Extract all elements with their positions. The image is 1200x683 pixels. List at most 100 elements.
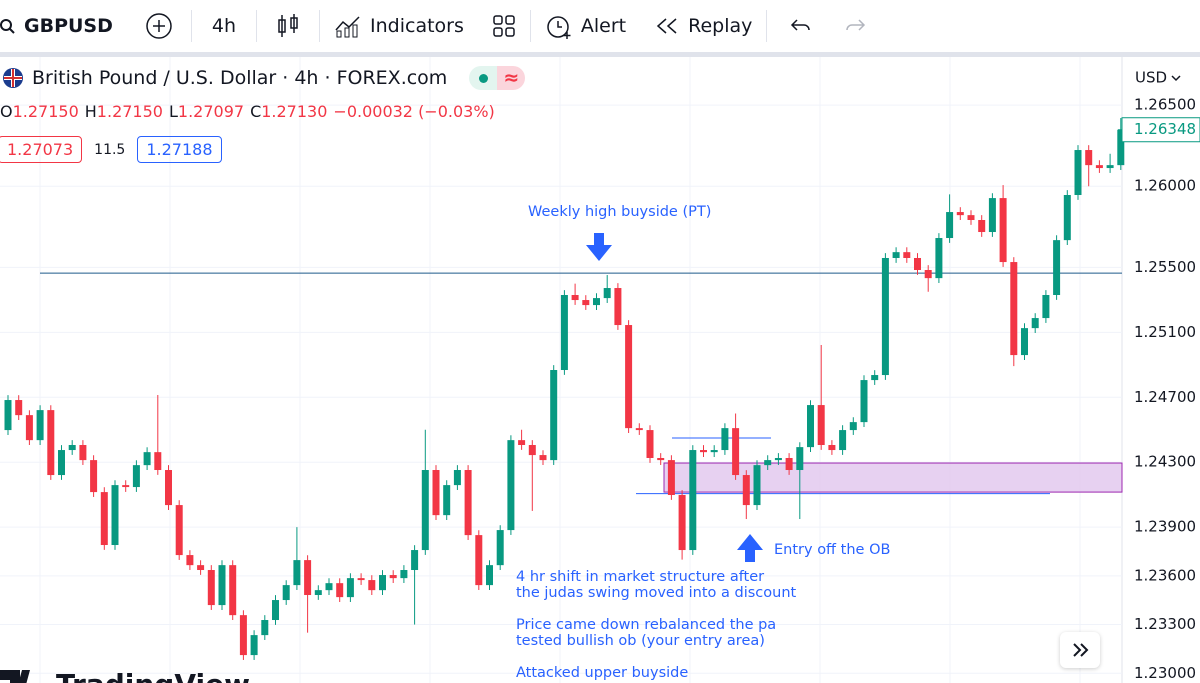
indicators-button[interactable]: Indicators <box>320 6 478 46</box>
alert-icon <box>547 16 571 39</box>
currency: USD <box>1135 69 1167 87</box>
brand: TradingView <box>56 668 250 683</box>
candle-body <box>967 215 975 221</box>
last-price-label: 1.26348 <box>1134 120 1196 138</box>
layouts-button[interactable] <box>478 6 530 46</box>
candle-body <box>914 257 921 271</box>
bid[interactable]: 1.27073 <box>0 136 83 163</box>
candle-body <box>304 560 312 596</box>
undo-button[interactable] <box>767 6 835 46</box>
plus-icon <box>146 13 172 39</box>
y-tick-label: 1.26000 <box>1134 177 1196 195</box>
annotation: Weekly high buyside (PT) <box>528 204 711 220</box>
candle-body <box>603 288 611 299</box>
candle-body <box>1042 295 1050 319</box>
candle-body <box>593 298 600 306</box>
candle-body <box>946 212 954 239</box>
candle-body <box>486 565 493 586</box>
candle-body <box>250 635 258 656</box>
candle-body <box>4 400 12 431</box>
redo-button[interactable] <box>835 6 875 46</box>
indicators-label: Indicators <box>370 15 464 37</box>
ohlc-values: O1.27150 H1.27150 L1.27097 C1.27130 −0.00032… <box>0 102 501 121</box>
y-tick-label: 1.23000 <box>1134 664 1196 682</box>
annotation: the judas swing moved into a discount <box>516 585 797 601</box>
candle-body <box>614 288 622 326</box>
y-tick-label: 1.24300 <box>1134 453 1196 471</box>
symbol: GBPUSD <box>24 15 113 37</box>
legend: British Pound / U.S. Dollar · 4h · FOREX… <box>0 66 526 90</box>
candle-body <box>464 470 472 536</box>
annotation: 4 hr shift in market structure after <box>516 569 764 585</box>
y-tick-label: 1.23600 <box>1134 566 1196 584</box>
candle-body <box>421 470 429 551</box>
candle-body <box>764 460 772 466</box>
annotation: Entry off the OB <box>774 542 890 558</box>
candle-body <box>122 485 130 488</box>
candle-body <box>111 485 119 546</box>
candle-body <box>871 375 879 381</box>
interval-button[interactable]: 4h <box>192 6 256 46</box>
ask[interactable]: 1.27188 <box>137 136 222 163</box>
candle-body <box>571 295 579 301</box>
y-tick-label: 1.25500 <box>1134 258 1196 276</box>
candle-body <box>978 220 986 233</box>
candle-body <box>154 452 162 471</box>
candle-body <box>165 470 172 506</box>
candle-body <box>218 565 226 606</box>
candle-body <box>582 300 590 306</box>
candle-body <box>1010 262 1018 356</box>
candle-body <box>560 295 568 371</box>
alert-button[interactable]: Alert <box>531 6 640 46</box>
candle-body <box>100 492 108 546</box>
candle-body <box>774 457 782 461</box>
candle-body <box>742 475 750 506</box>
candle-body <box>357 578 365 581</box>
candle-body <box>239 615 247 656</box>
annotation: Price came down rebalanced the pa <box>516 617 776 633</box>
ohlc-value: 1.27150 <box>96 102 163 121</box>
candle-body <box>860 380 868 423</box>
chevrons-icon <box>1073 643 1089 657</box>
candle-body <box>411 550 419 571</box>
compare-button[interactable] <box>127 6 191 46</box>
scroll-button[interactable] <box>1060 632 1100 668</box>
ohlc-key: C <box>250 102 262 121</box>
candle-body <box>817 405 825 446</box>
price-axis-bg <box>1122 57 1200 683</box>
candle-body <box>753 465 761 506</box>
candle-body <box>1031 318 1039 329</box>
candle-body <box>432 470 440 516</box>
ohlc-value: 1.27150 <box>12 102 79 121</box>
candle-body <box>90 460 98 493</box>
symbol-search[interactable]: GBPUSD <box>0 6 127 46</box>
chart-type-button[interactable] <box>257 6 319 46</box>
candle-body <box>68 445 76 451</box>
alert-label: Alert <box>580 15 627 37</box>
interval: 4h <box>211 15 237 37</box>
candle-body <box>667 460 675 496</box>
candle-body <box>1053 240 1061 296</box>
candle-body <box>828 445 836 451</box>
separator <box>256 10 258 42</box>
candle-body <box>903 252 911 258</box>
replay-button[interactable]: Replay <box>640 6 766 46</box>
status-pill: ≈ <box>469 66 526 90</box>
candle-body <box>550 370 558 461</box>
market-open-dot <box>469 66 498 90</box>
candle-body <box>389 575 397 579</box>
replay-label: Replay <box>688 15 753 37</box>
toolbar-border <box>0 52 1200 57</box>
candle-body <box>143 452 151 466</box>
candle-body <box>924 270 932 279</box>
y-tick-label: 1.23900 <box>1134 518 1196 536</box>
separator <box>766 10 768 42</box>
ohlc-value: 1.27097 <box>177 102 245 121</box>
candle-body <box>207 570 215 606</box>
candle-body <box>721 428 729 451</box>
candle-body <box>999 198 1007 263</box>
arrow-up <box>737 534 763 562</box>
undo-icon <box>791 19 811 31</box>
candle-body <box>443 485 451 516</box>
